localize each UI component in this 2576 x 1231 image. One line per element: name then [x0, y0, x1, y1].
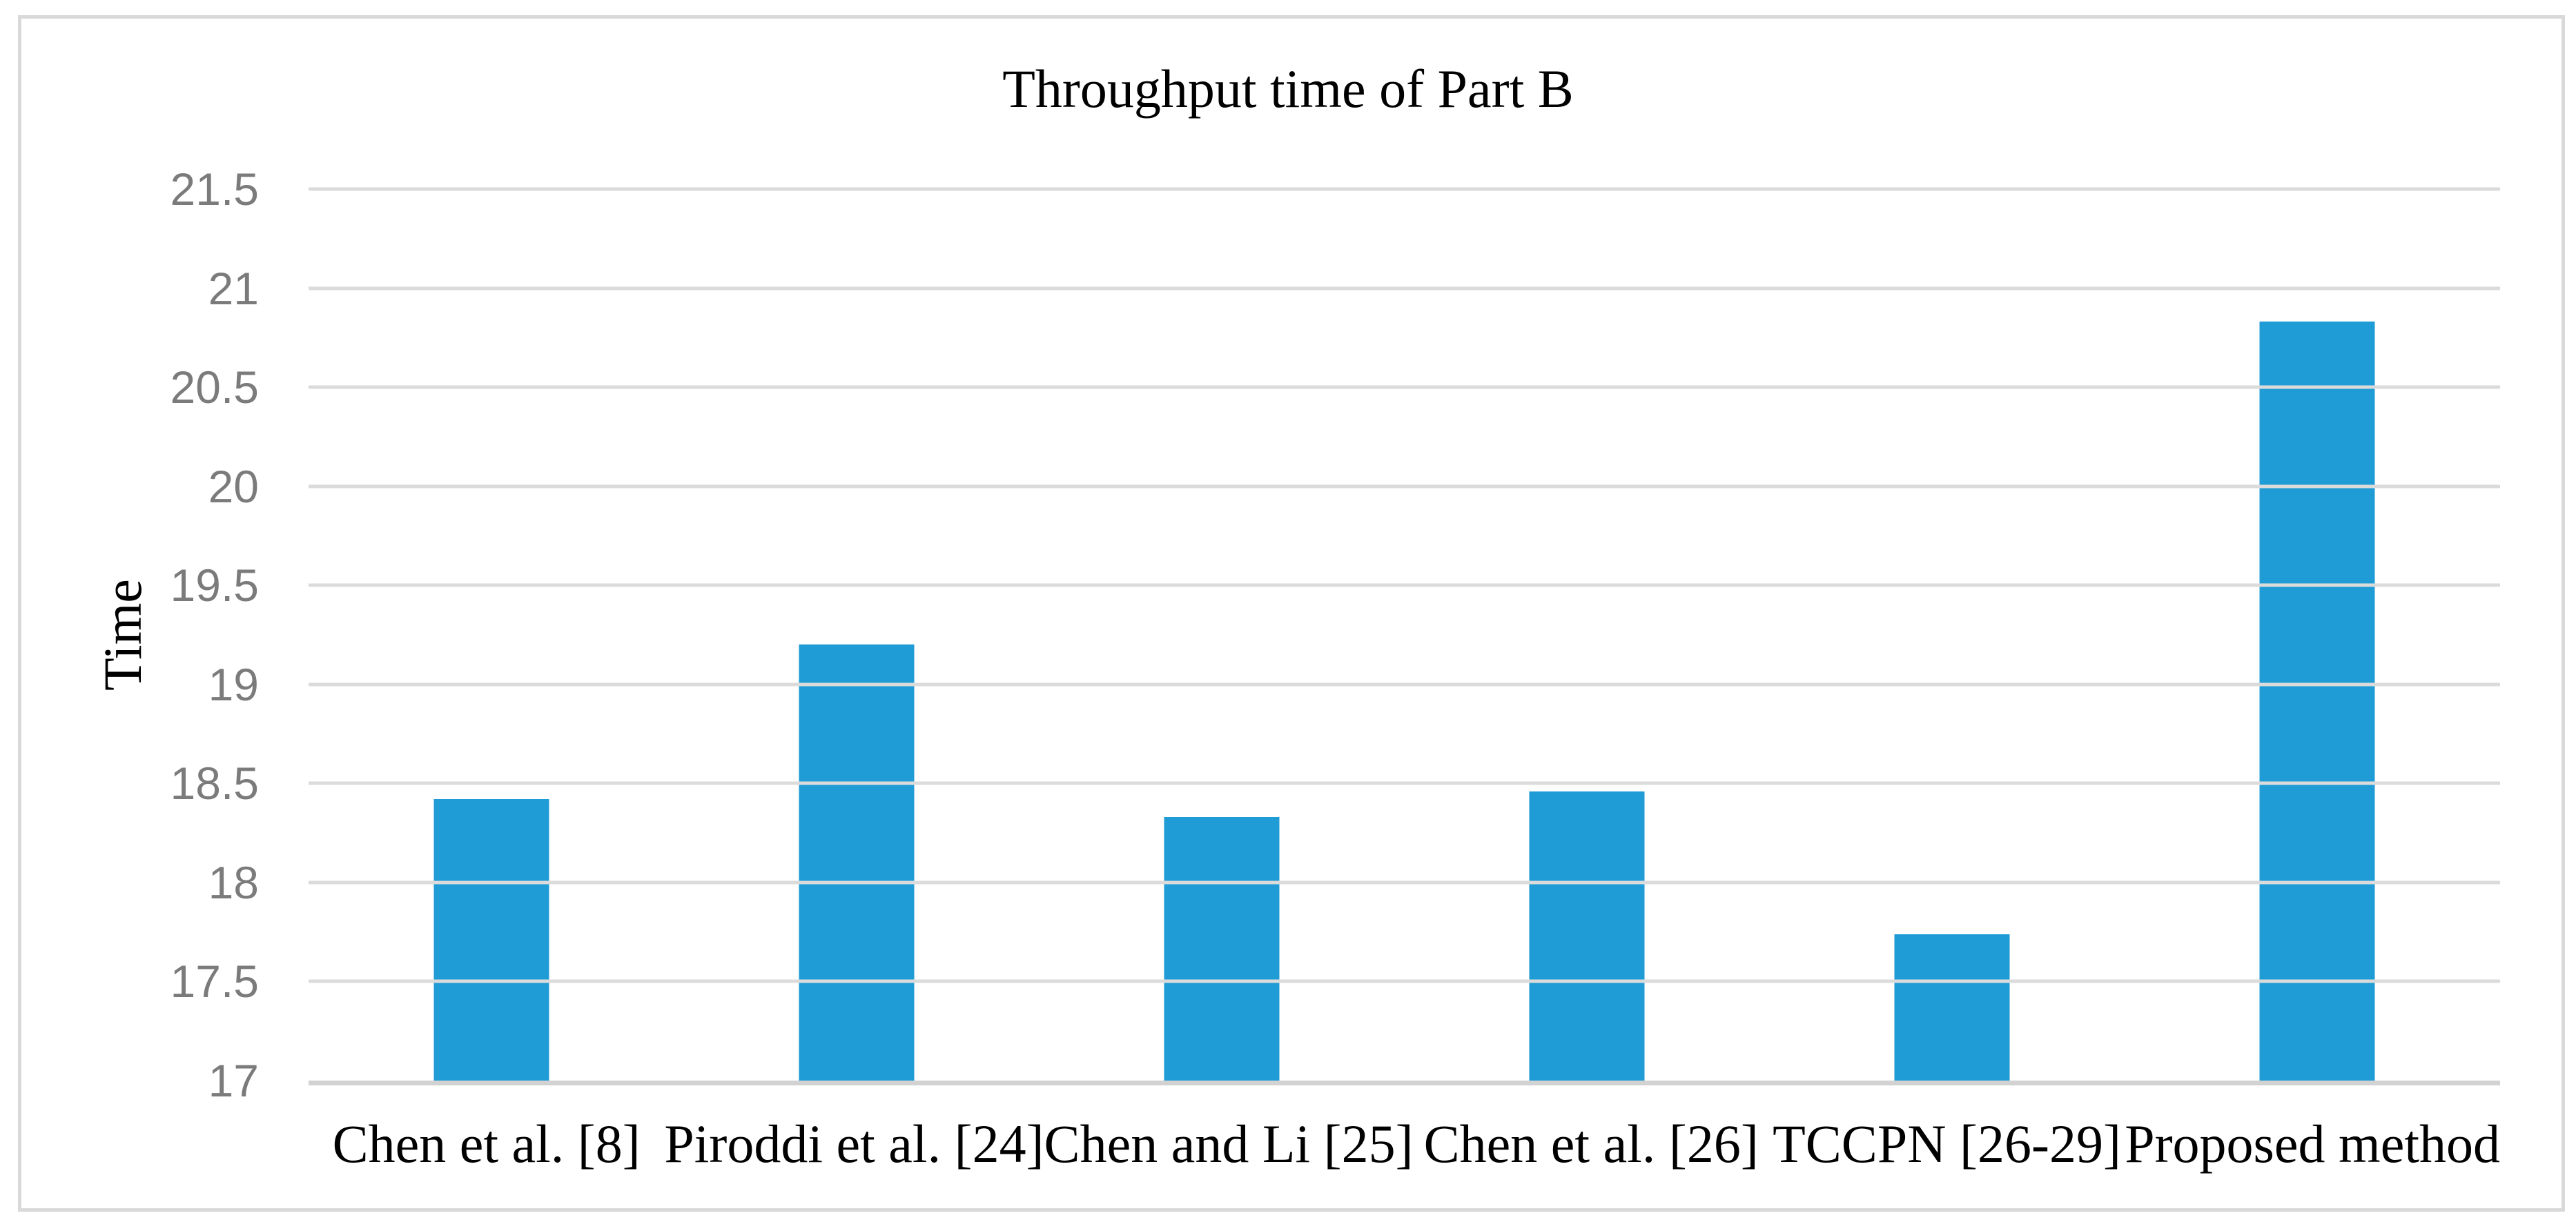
y-tick-label-21: 21: [208, 262, 259, 314]
x-label-5: TCCPN [26-29]: [1773, 1114, 2121, 1174]
gridline-20.5: [309, 385, 2500, 389]
x-label-2: Piroddi et al. [24]: [664, 1114, 1044, 1174]
y-tick-label-20: 20: [208, 460, 259, 512]
y-tick-label-19.5: 19.5: [170, 560, 259, 611]
bar-cell: [1770, 189, 2135, 1081]
bars-row: [309, 189, 2500, 1081]
x-label-6: Proposed method: [2125, 1114, 2500, 1174]
y-tick-label-20.5: 20.5: [170, 362, 259, 413]
gridline-21: [309, 286, 2500, 290]
x-axis-line: [309, 1081, 2500, 1085]
x-label-1: Chen et al. [8]: [332, 1114, 641, 1174]
gridline-18: [309, 880, 2500, 885]
x-label-4: Chen et al. [26]: [1423, 1114, 1759, 1174]
gridline-19.5: [309, 583, 2500, 587]
bar-cell: [1405, 189, 1770, 1081]
gridline-17.5: [309, 979, 2500, 983]
x-axis-labels: Chen et al. [8] Piroddi et al. [24] Chen a…: [309, 1110, 2500, 1179]
bar-cell: [1039, 189, 1404, 1081]
bar-1: [433, 799, 549, 1081]
gridline-18.5: [309, 781, 2500, 785]
bar-4: [1529, 791, 1645, 1081]
y-tick-labels: 21.5 21 20.5 20 19.5 19 18.5 18 17.5 17: [0, 166, 259, 1103]
y-tick-label-18: 18: [208, 856, 259, 908]
bar-6: [2259, 322, 2375, 1081]
chart-title: Throughput time of Part B: [1002, 59, 1574, 119]
y-tick-label-18.5: 18.5: [170, 758, 259, 809]
bar-5: [1894, 934, 2010, 1081]
x-label-3: Chen and Li [25]: [1044, 1114, 1414, 1174]
bar-2: [799, 644, 915, 1081]
bar-cell: [309, 189, 674, 1081]
gridline-20: [309, 484, 2500, 489]
bar-3: [1164, 817, 1280, 1081]
bar-cell: [674, 189, 1039, 1081]
y-tick-label-17: 17: [208, 1055, 259, 1106]
y-tick-label-19: 19: [208, 658, 259, 710]
gridline-19: [309, 682, 2500, 687]
y-tick-label-17.5: 17.5: [170, 956, 259, 1007]
bar-cell: [2135, 189, 2500, 1081]
y-tick-label-21.5: 21.5: [170, 164, 259, 215]
gridline-21.5: [309, 187, 2500, 191]
plot-area: [309, 187, 2500, 1085]
